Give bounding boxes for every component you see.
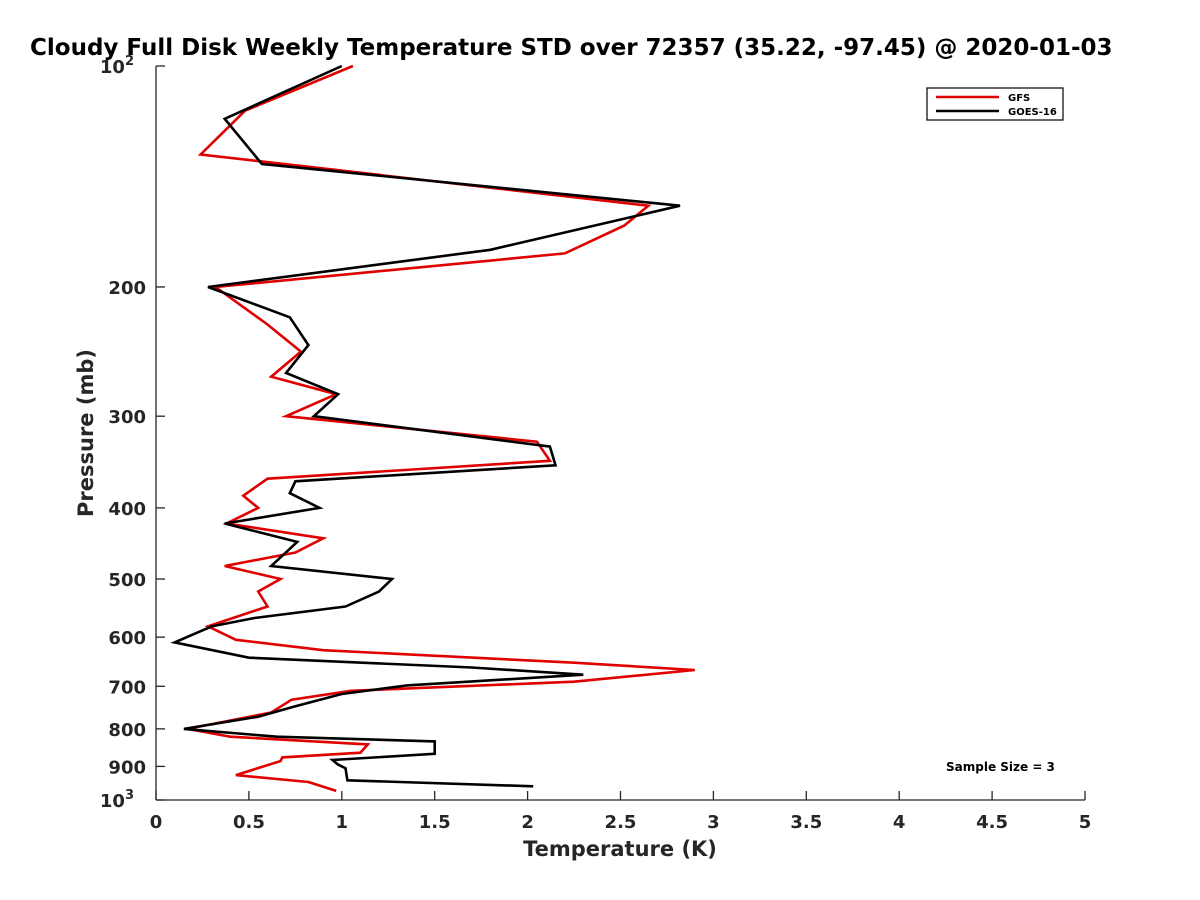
series-line-gfs [187, 64, 695, 793]
x-tick-label: 4.5 [976, 812, 1008, 833]
y-tick-label: 400 [108, 499, 146, 520]
x-tick-label: 2 [521, 812, 534, 833]
y-tick-label: 102 [100, 54, 134, 78]
y-tick-label: 103 [100, 788, 134, 812]
legend: GFS GOES-16 [926, 87, 1064, 121]
x-tick-label: 3.5 [790, 812, 822, 833]
series-layer [170, 64, 695, 793]
y-tick-label: 200 [108, 278, 146, 299]
y-tick-label: 900 [108, 757, 146, 778]
legend-label-goes16: GOES-16 [1008, 107, 1057, 118]
legend-box [926, 87, 1064, 121]
legend-label-gfs: GFS [1008, 93, 1030, 104]
y-tick-label: 800 [108, 720, 146, 741]
y-axis-ticks: 102 200 300 400 500 600 700 800 900 103 [100, 54, 165, 812]
plot-axes [155, 66, 1085, 801]
x-tick-label: 1 [336, 812, 349, 833]
x-tick-label: 5 [1079, 812, 1092, 833]
x-tick-label: 2.5 [605, 812, 637, 833]
y-axis-label: Pressure (mb) [74, 349, 98, 517]
sample-size-note: Sample Size = 3 [946, 760, 1055, 774]
x-tick-label: 0 [150, 812, 163, 833]
chart-title: Cloudy Full Disk Weekly Temperature STD … [30, 35, 1113, 61]
x-tick-label: 3 [707, 812, 720, 833]
y-tick-label: 600 [108, 628, 146, 649]
x-tick-label: 1.5 [419, 812, 451, 833]
series-line-goes16 [170, 64, 681, 788]
x-tick-label: 0.5 [233, 812, 265, 833]
y-tick-label: 300 [108, 407, 146, 428]
x-axis-ticks: 0 0.5 1 1.5 2 2.5 3 3.5 4 4.5 5 [150, 791, 1092, 833]
y-tick-label: 700 [108, 677, 146, 698]
y-tick-label: 500 [108, 570, 146, 591]
x-tick-label: 4 [893, 812, 906, 833]
x-axis-label: Temperature (K) [523, 837, 717, 861]
